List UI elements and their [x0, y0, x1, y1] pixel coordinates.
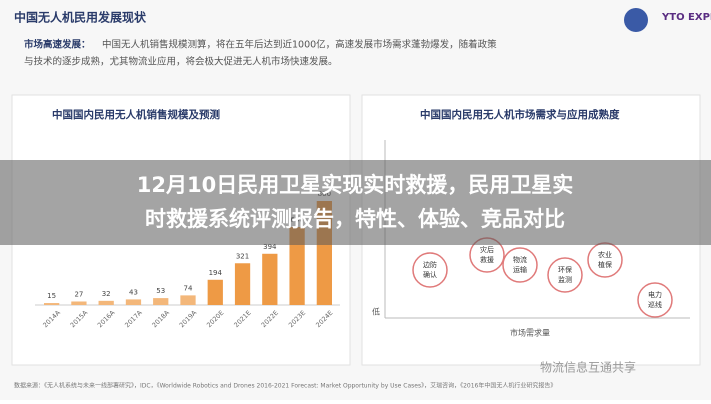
node	[412, 252, 448, 288]
intro-text: 中国无人机销售规模测算，将在五年后达到近1000亿，高速发展市场需求蓬勃爆发，随…	[102, 39, 497, 51]
node	[587, 242, 623, 278]
watermark: 物流信息互通共享	[540, 360, 636, 375]
node	[547, 257, 583, 293]
bar	[125, 299, 142, 305]
node-label: 边防	[423, 260, 437, 269]
slide-title: 中国无人机民用发展现状	[14, 10, 147, 25]
node-label: 确认	[423, 270, 437, 279]
bar	[98, 300, 114, 305]
node-label: 电力	[648, 290, 662, 299]
data-label: 321	[236, 252, 249, 260]
bar	[180, 295, 196, 305]
node-label: 灾后	[480, 245, 494, 254]
axis-label: 市场需求量	[510, 328, 550, 338]
data-label: 394	[263, 243, 277, 251]
overlay-title: 时救援系统评测报告，特性、体验、竞品对比	[145, 207, 565, 231]
node-label: 物流	[513, 255, 527, 264]
bar	[234, 263, 251, 305]
node-label: 救援	[480, 255, 494, 264]
node-label: 环保	[558, 265, 572, 274]
source: 数据来源：《无人机系统与未来一线部署研究》，IDC，《Worldwide Rob…	[14, 382, 556, 390]
data-label: 194	[209, 269, 223, 277]
overlay-band	[0, 160, 711, 245]
node-label: 运输	[513, 265, 527, 274]
bar	[71, 301, 87, 305]
data-label: 27	[74, 290, 83, 298]
data-label: 43	[129, 288, 138, 296]
overlay-title: 12月10日民用卫星实现实时救援，民用卫星实	[137, 173, 573, 197]
bar	[207, 279, 223, 305]
node-label: 农业	[598, 250, 612, 259]
intro-text: 与技术的逐步成熟，尤其物流业应用，将会极大促进无人机市场快速发展。	[24, 56, 338, 68]
panel-title: 中国国内民用无人机销售规模及预测	[52, 108, 220, 121]
intro-label: 市场高速发展：	[24, 39, 91, 51]
node-label: 监测	[558, 275, 572, 284]
bar	[289, 227, 305, 305]
node	[637, 282, 673, 318]
data-label: 32	[102, 290, 111, 298]
data-label: 53	[156, 287, 165, 295]
logo-text: YTO EXPRESS	[661, 12, 711, 23]
bar	[153, 298, 169, 305]
bar	[262, 253, 278, 305]
data-label: 74	[184, 284, 193, 292]
node-label: 植保	[598, 260, 612, 269]
panel-title: 中国国内民用无人机市场需求与应用成熟度	[420, 108, 620, 121]
bar	[44, 303, 60, 305]
axis-label: 低	[372, 307, 380, 317]
logo-circle	[624, 8, 648, 32]
node	[502, 247, 538, 283]
data-label: 15	[47, 292, 56, 300]
node-label: 巡线	[648, 300, 662, 309]
